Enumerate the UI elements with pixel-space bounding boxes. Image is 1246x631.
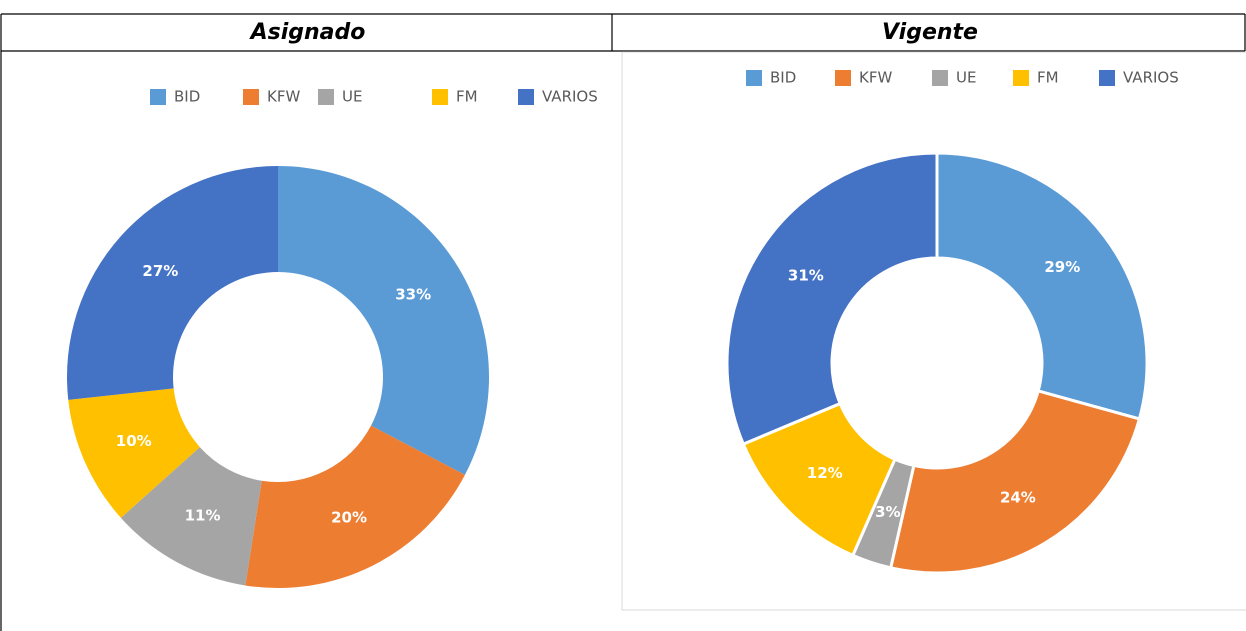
- legend-swatch: [318, 89, 334, 105]
- legend-label: FM: [456, 88, 478, 106]
- legend-label: BID: [174, 88, 200, 106]
- donut-slice: [120, 447, 262, 586]
- legend-swatch: [243, 89, 259, 105]
- chart-frame: [621, 51, 1246, 611]
- legend-swatch: [1013, 70, 1029, 86]
- donut-slice: [888, 389, 1142, 575]
- data-label: 24%: [1000, 489, 1036, 507]
- legend-swatch: [1099, 70, 1115, 86]
- data-label: 3%: [875, 503, 900, 521]
- donut-slice: [278, 166, 489, 475]
- legend-label: KFW: [859, 69, 892, 87]
- donut-slice: [935, 151, 1149, 421]
- column-header: Asignado: [249, 20, 366, 45]
- legend-label: FM: [1037, 69, 1059, 87]
- data-label: 11%: [185, 506, 221, 524]
- data-label: 29%: [1044, 258, 1080, 276]
- donut-slice: [68, 388, 200, 518]
- data-label: 27%: [142, 262, 178, 280]
- legend-swatch: [518, 89, 534, 105]
- legend-label: KFW: [267, 88, 300, 106]
- table-borders: [0, 13, 1246, 631]
- donut-slice: [725, 151, 939, 447]
- donut-slice: [67, 166, 278, 400]
- legend-label: BID: [770, 69, 796, 87]
- legend-swatch: [746, 70, 762, 86]
- legend-label: UE: [956, 69, 976, 87]
- legend-label: VARIOS: [542, 88, 598, 106]
- column-header: Vigente: [882, 20, 978, 45]
- data-label: 31%: [788, 266, 824, 284]
- legend-label: VARIOS: [1123, 69, 1179, 87]
- data-label: 33%: [395, 286, 431, 304]
- legend-swatch: [835, 70, 851, 86]
- donut-slice: [245, 425, 465, 588]
- legend-swatch: [932, 70, 948, 86]
- data-label: 10%: [116, 432, 152, 450]
- legend-label: UE: [342, 88, 362, 106]
- legend-swatch: [432, 89, 448, 105]
- data-label: 12%: [807, 464, 843, 482]
- legend-swatch: [150, 89, 166, 105]
- data-label: 20%: [331, 509, 367, 527]
